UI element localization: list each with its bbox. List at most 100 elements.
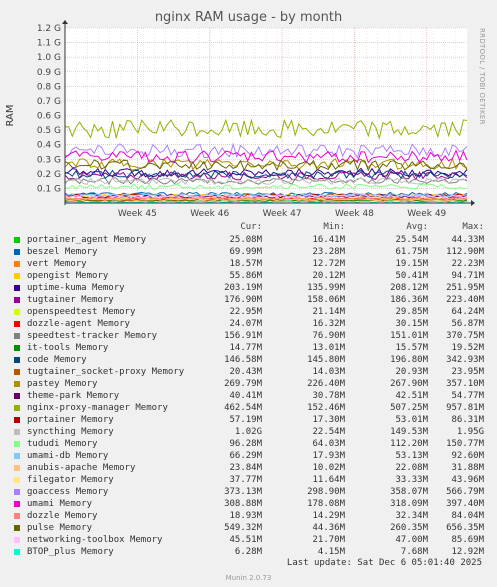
legend-max: 84.04M [451,511,484,521]
legend-item: openspeedtest Memory 22.95M 21.14M 29.85M 64… [14,306,490,318]
legend-avg: 22.08M [395,463,428,473]
legend-item: BTOP_plus Memory 6.28M 4.15M 7.68M 12.92M [14,546,490,558]
series-line [64,200,468,204]
legend-item: pulse Memory 549.32M 44.36M 260.35M 656.35M [14,522,490,534]
legend-max: 23.95M [451,367,484,377]
legend-avg: 29.85M [395,307,428,317]
legend-item: opengist Memory 55.86M 20.12M 50.41M 94.71M [14,270,490,282]
legend-min: 23.28M [312,247,345,257]
y-tick-label: 0.2 G [37,170,61,180]
series-line [64,196,468,201]
legend-cur: 23.84M [229,463,262,473]
legend-cur: 40.41M [229,391,262,401]
legend-swatch [14,489,20,495]
legend-item: it-tools Memory 14.77M 13.01M 15.57M 19.52M [14,342,490,354]
legend-item: tududi Memory 96.28M 64.03M 112.20M 150.77M [14,438,490,450]
legend-swatch [14,501,20,507]
y-tick-label: 0.8 G [37,82,61,92]
legend-avg: 358.07M [390,487,428,497]
legend-item: dozzle Memory 18.93M 14.29M 32.34M 84.04M [14,510,490,522]
legend-label: uptime-kuma Memory [27,283,125,293]
legend-swatch [14,393,20,399]
legend-avg: 7.68M [400,547,428,557]
chart-title: nginx RAM usage - by month [154,10,343,25]
series-line [64,177,468,186]
y-tick-label: 0.7 G [37,97,61,107]
legend-cur: 308.88M [224,499,262,509]
y-tick-label: 0.4 G [37,141,61,151]
series-line [64,183,468,190]
legend-max: 342.93M [446,355,484,365]
legend-label: anubis-apache Memory [27,463,136,473]
legend-min: 16.41M [312,235,345,245]
legend-item: anubis-apache Memory 23.84M 10.02M 22.08M 31… [14,462,490,474]
legend-item: nginx-proxy-manager Memory 462.54M 152.46M… [14,402,490,414]
y-tick-label: 0.3 G [37,155,61,165]
rrdtool-credit: RRDTOOL / TOBI OETIKER [478,28,486,125]
legend-label: code Memory [27,355,87,365]
munin-version: Munin 2.0.73 [225,574,272,582]
legend-max: 656.35M [446,523,484,533]
legend-min: 10.02M [312,463,345,473]
plot-area: 0.1 G 0.2 G 0.3 G 0.4 G 0.5 G 0.6 G 0.7 G 0.8 G… [5,20,475,219]
legend-cur: 146.58M [224,355,262,365]
legend-cur: 1.02G [234,427,262,437]
legend-swatch [14,513,20,519]
legend-item: umami-db Memory 66.29M 17.93M 53.13M 92.60M [14,450,490,462]
legend-swatch [14,333,20,339]
legend-max: 957.81M [446,403,484,413]
legend-max: 85.69M [451,535,484,545]
legend-max: 112.90M [446,247,484,257]
legend-avg: 149.53M [390,427,428,437]
legend-max: 357.10M [446,379,484,389]
legend-item: tugtainer_socket-proxy Memory 20.43M 14.03… [14,366,490,378]
legend-cur: 22.95M [229,307,262,317]
series-line [64,198,468,202]
x-tick-label: Week 45 [118,209,157,219]
legend-label: openspeedtest Memory [27,307,136,317]
legend-avg: 318.09M [390,499,428,509]
last-update: Last update: Sat Dec 6 05:01:40 2025 [286,558,482,568]
y-tick-label: 0.6 G [37,112,61,122]
legend-max: 86.31M [451,415,484,425]
series-line [64,157,468,171]
legend-item: speedtest-tracker Memory 156.91M 76.90M 151… [14,330,490,342]
legend-max: 251.95M [446,283,484,293]
legend-swatch [14,549,20,555]
legend-max: 397.40M [446,499,484,509]
legend-header-max: Max: [462,222,484,232]
legend-cur: 176.90M [224,295,262,305]
x-axis-arrow [471,200,475,206]
series-line [64,171,468,181]
legend-item: beszel Memory 69.99M 23.28M 61.75M 112.90M [14,246,490,258]
legend-avg: 42.51M [395,391,428,401]
legend-max: 12.92M [451,547,484,557]
legend-item: networking-toolbox Memory 45.51M 21.70M 47.… [14,534,490,546]
legend-swatch [14,237,20,243]
legend-swatch [14,453,20,459]
legend-item: uptime-kuma Memory 203.19M 135.99M 208.12M 2… [14,282,490,294]
legend-swatch [14,381,20,387]
series-line [64,149,468,164]
legend-label: portainer_agent Memory [27,235,147,245]
legend-avg: 112.20M [390,439,428,449]
legend-cur: 373.13M [224,487,262,497]
x-tick-label: Week 46 [190,209,229,219]
legend-max: 1.95G [456,427,484,437]
legend-cur: 45.51M [229,535,262,545]
legend-item: filegator Memory 37.77M 11.64M 33.33M 43.96M [14,474,490,486]
legend-avg: 53.01M [395,415,428,425]
legend-swatch [14,345,20,351]
legend-min: 11.64M [312,475,345,485]
legend-rows: portainer_agent Memory 25.08M 16.41M 25.54M… [14,234,490,558]
legend-cur: 55.86M [229,271,262,281]
legend-min: 226.40M [307,379,345,389]
legend-min: 64.03M [312,439,345,449]
legend-cur: 203.19M [224,283,262,293]
legend-min: 152.46M [307,403,345,413]
legend-swatch [14,273,20,279]
legend-min: 12.72M [312,259,345,269]
legend-label: dozzle Memory [27,511,98,521]
legend-label: tugtainer Memory [27,295,114,305]
legend-swatch [14,441,20,447]
